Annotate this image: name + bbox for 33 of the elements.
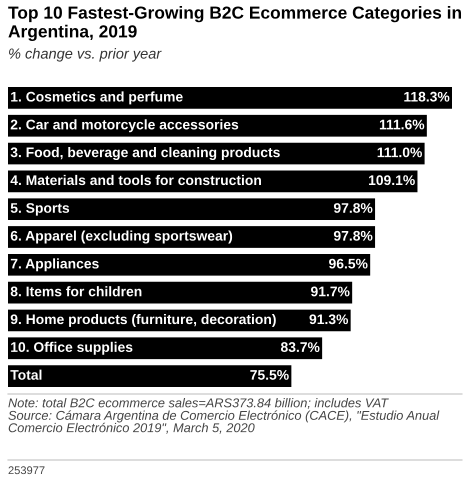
bar xyxy=(8,254,370,276)
data-label: 118.3% xyxy=(404,92,450,102)
y-tick-label: 6. Apparel (excluding sportswear) xyxy=(10,230,232,244)
y-tick-label: 8. Items for children xyxy=(10,286,142,296)
y-tick-label: 5. Sports xyxy=(10,203,70,216)
y-tick-label: Total xyxy=(10,370,42,380)
y-tick-label: 9. Home products (furniture, decoration) xyxy=(10,314,276,327)
data-label: 91.3% xyxy=(310,314,348,324)
data-label: 75.5% xyxy=(250,370,289,380)
chart-title: Top 10 Fastest-Growing B2C Ecommerce Categories in Argentina, 2019 xyxy=(8,6,462,42)
text: Note: total B2C ecommerce sales=ARS373.84 billion; includes VAT xyxy=(8,398,389,409)
data-label: 83.7% xyxy=(280,342,320,352)
data-label: 111.0% xyxy=(378,147,422,158)
bar xyxy=(8,87,452,109)
y-tick-label: 4. Materials and tools for construction xyxy=(10,174,261,186)
data-label: 97.8% xyxy=(334,230,372,241)
y-tick-label: 10. Office supplies xyxy=(11,342,132,355)
bar xyxy=(8,198,376,220)
data-label: 109.1% xyxy=(368,175,415,186)
text: 253977 xyxy=(8,466,45,474)
y-tick-label: 7. Appliances xyxy=(10,258,99,272)
y-tick-label: 2. Car and motorcycle accessories xyxy=(10,119,238,132)
bar xyxy=(8,365,292,387)
y-tick-label: 3. Food, beverage and cleaning products xyxy=(10,147,280,160)
data-label: 97.8% xyxy=(334,203,372,213)
data-label: 111.6% xyxy=(380,120,424,130)
source-note: Source: Cámara Argentina de Comercio Electrónico (CACE), "Estudio Anual Comercio Electrónico 2019", March 5, 2020 xyxy=(8,410,440,434)
bar xyxy=(8,282,352,304)
data-label: 91.7% xyxy=(311,286,350,296)
bar xyxy=(8,337,322,360)
data-label: 96.5% xyxy=(329,258,368,269)
chart-subtitle: % change vs. prior year xyxy=(9,48,162,62)
y-tick-label: 1. Cosmetics and perfume xyxy=(11,91,183,104)
